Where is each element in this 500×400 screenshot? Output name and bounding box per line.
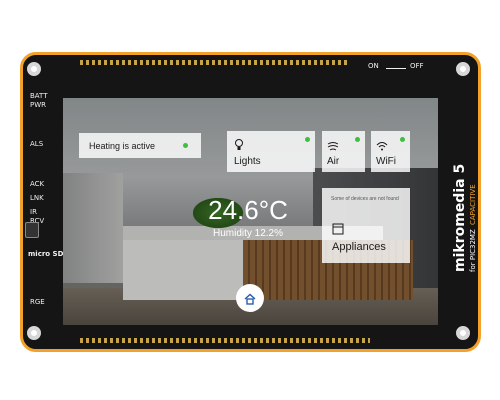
home-button[interactable]	[236, 284, 264, 312]
batt-label: BATT	[30, 92, 48, 100]
rge-label: RGE	[30, 298, 45, 306]
humidity-readout: Humidity 12.2%	[212, 228, 284, 239]
rcv-label: RCV	[30, 217, 45, 225]
lnk-label: LNK	[30, 194, 44, 202]
kitchen-island-top	[123, 226, 383, 240]
kitchen-island-front	[123, 240, 243, 300]
appliances-notice: Some of devices are not found	[331, 196, 399, 202]
mounting-hole-top-right	[456, 62, 470, 76]
heating-status-label: Heating is active	[89, 141, 156, 151]
temperature-readout: 24.6°C	[208, 195, 288, 225]
brand-variant: CAPACITIVE	[469, 184, 477, 225]
header-pins-top	[80, 60, 350, 65]
plant-bowl	[193, 198, 243, 228]
switch-off-label: OFF	[410, 62, 424, 70]
wifi-label: WiFi	[376, 156, 396, 167]
air-status-dot	[355, 137, 360, 142]
air-tile[interactable]: Air	[322, 131, 365, 172]
brand-name: mikromedia 5	[452, 163, 468, 272]
micro-sd-label: micro SD	[28, 250, 64, 258]
fan-icon	[327, 138, 339, 151]
lights-label: Lights	[234, 156, 261, 167]
ack-label: ACK	[30, 180, 45, 188]
als-label: ALS	[30, 140, 44, 148]
brand-model: for PIC32MZ	[469, 229, 477, 272]
lights-tile[interactable]: Lights	[227, 131, 315, 172]
lights-status-dot	[305, 137, 310, 142]
appliances-label: Appliances	[332, 241, 386, 253]
header-pins-bottom	[80, 338, 370, 343]
mounting-hole-bottom-left	[27, 326, 41, 340]
wifi-icon	[376, 138, 388, 151]
pwr-label: PWR	[30, 101, 47, 109]
wifi-tile[interactable]: WiFi	[371, 131, 410, 172]
home-icon	[244, 292, 256, 305]
appliance-icon	[332, 222, 344, 235]
mounting-hole-bottom-right	[456, 326, 470, 340]
wifi-status-dot	[400, 137, 405, 142]
ir-label: IR	[30, 208, 37, 216]
kitchen-cabinet-left	[63, 173, 123, 283]
heating-status-dot	[183, 143, 188, 148]
appliances-tile[interactable]: Some of devices are not found Appliances	[322, 188, 410, 263]
air-label: Air	[327, 156, 340, 167]
reset-button[interactable]	[25, 222, 39, 238]
mounting-hole-top-left	[27, 62, 41, 76]
bulb-icon	[234, 138, 244, 150]
power-switch[interactable]	[386, 63, 406, 69]
heating-status-card[interactable]: Heating is active	[79, 133, 201, 158]
switch-on-label: ON	[368, 62, 379, 70]
